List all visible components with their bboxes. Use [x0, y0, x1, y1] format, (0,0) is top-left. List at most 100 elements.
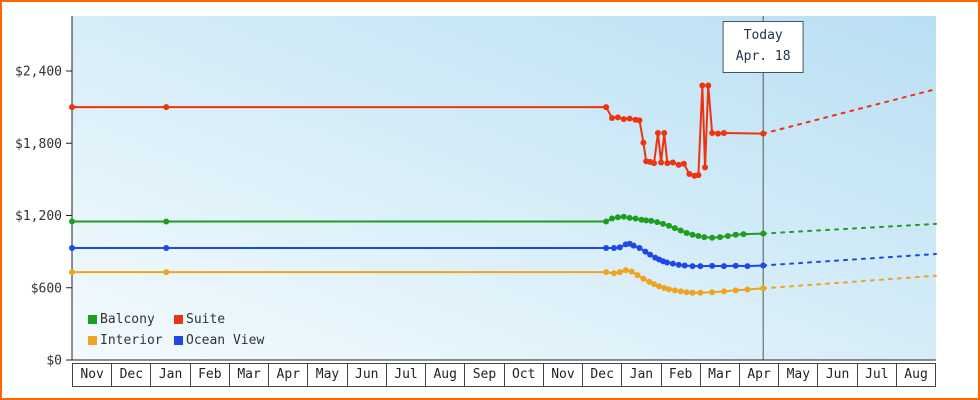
data-point-ocean-view [681, 262, 688, 269]
month-cell-aug: Aug [895, 363, 937, 387]
data-point-balcony [632, 215, 639, 222]
month-cell-sep: Sep [464, 363, 505, 387]
data-point-balcony [760, 230, 767, 237]
data-point-interior [622, 267, 629, 274]
data-point-ocean-view [697, 263, 704, 270]
data-point-suite [664, 160, 671, 167]
month-cell-dec: Dec [111, 363, 152, 387]
data-point-balcony [620, 213, 627, 220]
month-cell-apr: Apr [268, 363, 309, 387]
data-point-suite [603, 104, 610, 111]
data-point-ocean-view [709, 262, 716, 269]
month-cell-nov: Nov [542, 363, 584, 387]
legend-item-interior: Interior [88, 333, 174, 348]
data-point-balcony [732, 231, 739, 238]
data-point-interior [651, 281, 658, 288]
data-point-balcony [603, 218, 610, 225]
data-point-balcony [701, 234, 708, 241]
data-point-balcony [740, 231, 747, 238]
series-projection-ocean-view [762, 253, 937, 267]
data-point-ocean-view [630, 242, 637, 249]
data-point-balcony [614, 214, 621, 221]
month-cell-may: May [778, 363, 819, 387]
data-point-balcony [695, 232, 702, 239]
data-point-interior [634, 272, 641, 279]
data-point-interior [661, 284, 668, 291]
month-cell-jun: Jun [817, 363, 858, 387]
series-projection-suite [762, 88, 937, 135]
data-point-interior [163, 269, 170, 276]
data-point-interior [69, 269, 75, 276]
data-point-suite [695, 172, 702, 179]
series-projection-interior [762, 274, 937, 290]
data-point-interior [640, 275, 647, 282]
month-cell-jun: Jun [346, 363, 387, 387]
data-point-balcony [665, 222, 672, 229]
data-point-balcony [709, 234, 716, 241]
data-point-ocean-view [163, 245, 170, 252]
month-cell-feb: Feb [189, 363, 230, 387]
y-axis-label: $600 [31, 281, 62, 296]
data-point-balcony [69, 218, 75, 225]
data-point-interior [616, 269, 623, 276]
legend-label: Interior [100, 333, 163, 348]
plot-background [72, 16, 936, 360]
today-label: Today [743, 28, 783, 43]
data-point-suite [654, 130, 661, 137]
data-point-suite [661, 130, 668, 137]
data-point-ocean-view [720, 263, 727, 270]
data-point-suite [609, 114, 615, 121]
legend-label: Ocean View [186, 333, 265, 348]
data-point-balcony [654, 219, 661, 226]
month-cell-may: May [307, 363, 348, 387]
data-point-ocean-view [69, 245, 75, 252]
y-axis-label: $1,200 [15, 209, 62, 224]
data-point-interior [603, 269, 610, 276]
month-cell-nov: Nov [72, 363, 113, 387]
month-cell-oct: Oct [503, 363, 544, 387]
data-point-suite [626, 115, 633, 122]
data-point-interior [665, 286, 672, 293]
month-cell-aug: Aug [425, 363, 466, 387]
data-point-balcony [689, 231, 696, 238]
data-point-suite [69, 104, 75, 111]
data-point-ocean-view [603, 245, 610, 252]
legend-item-suite: Suite [174, 312, 264, 327]
data-point-balcony [626, 214, 633, 221]
data-point-suite [620, 116, 627, 123]
today-annotation: Today Apr. 18 [722, 21, 804, 73]
month-cell-jul: Jul [385, 363, 427, 387]
data-point-suite [614, 114, 621, 121]
data-point-suite [686, 170, 693, 177]
month-cell-jul: Jul [856, 363, 897, 387]
data-point-balcony [643, 217, 650, 224]
data-point-interior [697, 289, 704, 296]
today-date: Apr. 18 [735, 48, 791, 64]
legend-label: Balcony [100, 312, 155, 327]
data-point-ocean-view [642, 248, 649, 255]
data-point-ocean-view [732, 262, 739, 269]
data-point-suite [675, 161, 682, 168]
data-point-balcony [724, 232, 731, 239]
data-point-suite [702, 164, 709, 171]
month-axis: Nov Dec Jan Feb Mar Apr May Jun Jul Aug Sep Oct Nov D… [72, 363, 937, 387]
data-point-suite [669, 159, 676, 166]
data-point-suite [760, 130, 767, 137]
legend-label: Suite [186, 312, 226, 327]
legend-swatch-icon [88, 336, 97, 345]
y-axis-label: $0 [46, 354, 62, 369]
data-point-interior [677, 288, 684, 295]
data-point-ocean-view [744, 263, 751, 270]
data-point-suite [720, 130, 727, 137]
data-point-interior [732, 287, 739, 294]
data-point-ocean-view [760, 262, 767, 269]
data-point-ocean-view [675, 261, 682, 268]
data-point-interior [610, 270, 617, 277]
data-point-balcony [609, 215, 615, 222]
legend-swatch-icon [174, 315, 183, 324]
y-axis-label: $2,400 [15, 65, 62, 80]
data-point-suite [658, 159, 665, 166]
data-point-ocean-view [647, 251, 654, 258]
data-point-interior [656, 283, 663, 290]
